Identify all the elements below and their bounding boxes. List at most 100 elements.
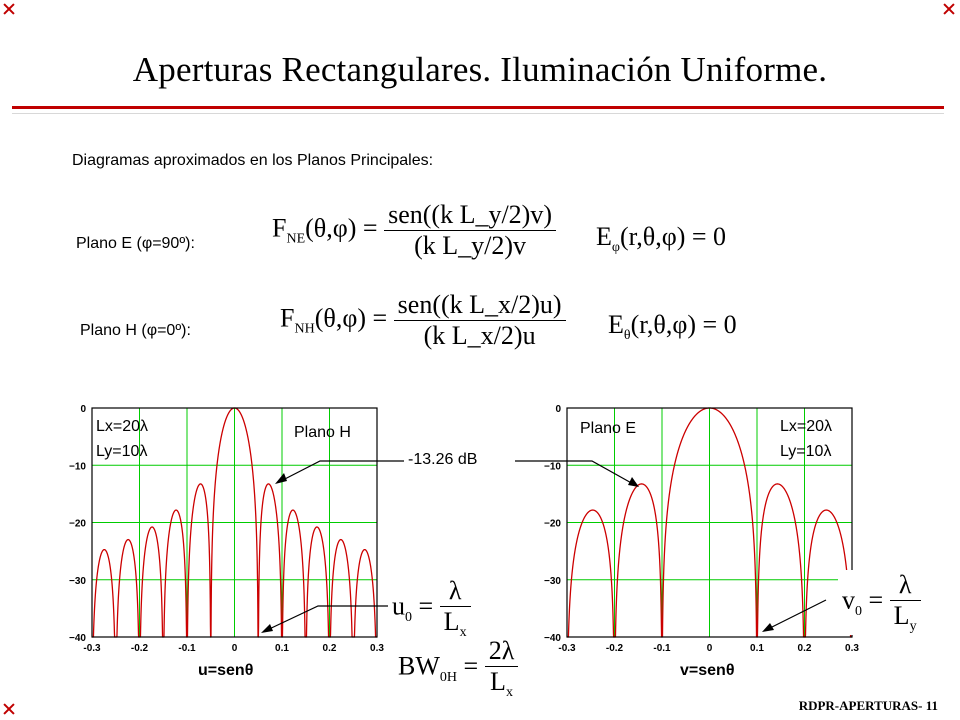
eq-fnh-args: (θ,φ) = bbox=[314, 303, 388, 333]
eq-fnh-denominator: (k L_x/2)u bbox=[393, 320, 566, 351]
param-lx-h: Lx=20λ bbox=[96, 418, 148, 436]
equation-e-theta: Eθ(r,θ,φ) = 0 bbox=[608, 310, 737, 344]
eq-fne-fraction: sen((k L_y/2)v) (k L_y/2)v bbox=[384, 200, 556, 261]
v0-den-sub: y bbox=[909, 619, 917, 635]
eq-fne-args: (θ,φ) = bbox=[305, 213, 378, 243]
u0-lhs: u bbox=[392, 591, 405, 621]
sidelobe-leader-e bbox=[515, 460, 636, 486]
u0-sub: 0 bbox=[405, 609, 412, 625]
x-axis-label-v: v=senθ bbox=[680, 662, 735, 679]
y-tick-label: −10 bbox=[544, 461, 561, 472]
subtitle: Diagramas aproximados en los Planos Prin… bbox=[72, 152, 434, 169]
eq-e-theta-sub: θ bbox=[623, 328, 631, 344]
eq-fnh-f: F bbox=[280, 303, 295, 333]
param-ly-e: Ly=10λ bbox=[780, 443, 831, 461]
param-lx-e: Lx=20λ bbox=[780, 418, 832, 436]
x-tick-label: 0.3 bbox=[845, 643, 859, 654]
eq-e-phi-rhs: (r,θ,φ) = 0 bbox=[619, 222, 727, 251]
equation-e-phi: Eφ(r,θ,φ) = 0 bbox=[596, 222, 726, 256]
plane-h-label: Plano H (φ=0º): bbox=[80, 322, 191, 339]
eq-e-phi-sub: φ bbox=[611, 240, 620, 256]
formula-bw: BW0H = 2λ Lx bbox=[398, 636, 519, 701]
x-tick-label: 0.2 bbox=[798, 643, 812, 654]
eq-fnh-fraction: sen((k L_x/2)u) (k L_x/2)u bbox=[393, 290, 566, 351]
bw-lhs: BW bbox=[398, 651, 440, 681]
x-tick-label: 0.3 bbox=[370, 643, 384, 654]
x-tick-label: -0.1 bbox=[653, 643, 671, 654]
v0-fraction: λ Ly bbox=[889, 570, 921, 635]
bw-numerator: 2λ bbox=[488, 636, 515, 665]
null-leader-u0 bbox=[264, 605, 388, 632]
u0-denominator: Lx bbox=[439, 606, 471, 641]
x-tick-label: -0.1 bbox=[178, 643, 196, 654]
title-rule-shadow bbox=[12, 113, 944, 114]
x-tick-label: 0.1 bbox=[275, 643, 289, 654]
y-tick-label: 0 bbox=[555, 404, 561, 415]
eq-e-theta-e: E bbox=[608, 310, 624, 339]
u0-numerator: λ bbox=[448, 576, 462, 605]
formula-u0: u0 = λ Lx bbox=[388, 576, 475, 642]
title-rule bbox=[12, 106, 944, 109]
bw-den-l: L bbox=[490, 667, 506, 696]
u0-den-l: L bbox=[443, 607, 460, 636]
eq-fne-f: F bbox=[272, 213, 287, 243]
x-axis-label-u: u=senθ bbox=[198, 662, 254, 679]
y-tick-label: −40 bbox=[544, 633, 561, 644]
y-tick-label: −20 bbox=[544, 519, 561, 530]
null-arrowhead-u0 bbox=[261, 624, 273, 633]
x-tick-label: 0 bbox=[232, 643, 238, 654]
v0-denominator: Ly bbox=[889, 600, 921, 635]
footer-code: RDPR-APERTURAS- 11 bbox=[798, 698, 938, 713]
plane-h-chart-label: Plano H bbox=[294, 424, 351, 441]
param-lx-h-text: Lx=20λ bbox=[96, 418, 149, 435]
eq-fne-denominator: (k L_y/2)v bbox=[384, 230, 556, 261]
x-tick-label: 0 bbox=[707, 643, 713, 654]
v0-numerator: λ bbox=[898, 570, 912, 599]
x-tick-label: 0.2 bbox=[323, 643, 337, 654]
y-tick-label: −30 bbox=[544, 576, 561, 587]
null-arrowhead-v0 bbox=[762, 623, 774, 632]
v0-den-l: L bbox=[893, 601, 910, 630]
x-tick-label: -0.3 bbox=[83, 643, 101, 654]
equation-fne: FNE(θ,φ) = sen((k L_y/2)v) (k L_y/2)v bbox=[272, 200, 556, 261]
y-tick-label: −20 bbox=[69, 519, 86, 530]
bw-den-sub: x bbox=[505, 685, 513, 701]
eq-fnh-sub: NH bbox=[294, 321, 315, 337]
x-tick-label: -0.2 bbox=[131, 643, 149, 654]
x-tick-label: -0.2 bbox=[606, 643, 624, 654]
param-lx-e-text: Lx=20λ bbox=[780, 418, 833, 435]
x-tick-label: 0.1 bbox=[750, 643, 764, 654]
eq-e-theta-rhs: (r,θ,φ) = 0 bbox=[630, 310, 737, 339]
eq-fne-numerator: sen((k L_y/2)v) bbox=[388, 200, 552, 229]
bw-denominator: Lx bbox=[484, 666, 519, 701]
sidelobe-arrowhead-h bbox=[275, 473, 287, 484]
formula-v0: v0 = λ Ly bbox=[838, 570, 925, 636]
plot-frame bbox=[566, 407, 853, 638]
slide-title: Aperturas Rectangulares. Iluminación Uni… bbox=[132, 50, 828, 89]
u0-den-sub: x bbox=[459, 625, 467, 641]
y-tick-label: −10 bbox=[69, 461, 86, 472]
param-ly-h: Ly=10λ bbox=[96, 443, 147, 461]
plot-frame bbox=[91, 407, 378, 638]
equation-fnh: FNH(θ,φ) = sen((k L_x/2)u) (k L_x/2)u bbox=[280, 290, 566, 351]
y-tick-label: −30 bbox=[69, 576, 86, 587]
plane-e-chart-label: Plano E bbox=[580, 420, 637, 437]
v0-lhs: v bbox=[842, 585, 855, 615]
plane-e-label: Plano E (φ=90º): bbox=[76, 235, 195, 252]
x-tick-label: -0.3 bbox=[558, 643, 576, 654]
sidelobe-label: -13.26 dB bbox=[408, 451, 478, 468]
sidelobe-leader-h bbox=[278, 460, 404, 483]
bw-sub: 0H bbox=[439, 669, 458, 685]
sidelobe-arrowhead-e bbox=[628, 477, 639, 487]
param-ly-h-text: Ly=10λ bbox=[96, 443, 148, 460]
y-tick-label: −40 bbox=[69, 633, 86, 644]
bw-fraction: 2λ Lx bbox=[484, 636, 519, 701]
eq-e-phi-e: E bbox=[596, 222, 612, 251]
null-leader-v0 bbox=[765, 599, 827, 631]
u0-fraction: λ Lx bbox=[439, 576, 471, 641]
v0-sub: 0 bbox=[855, 603, 862, 619]
eq-fne-sub: NE bbox=[286, 231, 306, 247]
y-tick-label: 0 bbox=[80, 404, 86, 415]
param-ly-e-text: Ly=10λ bbox=[780, 443, 832, 460]
